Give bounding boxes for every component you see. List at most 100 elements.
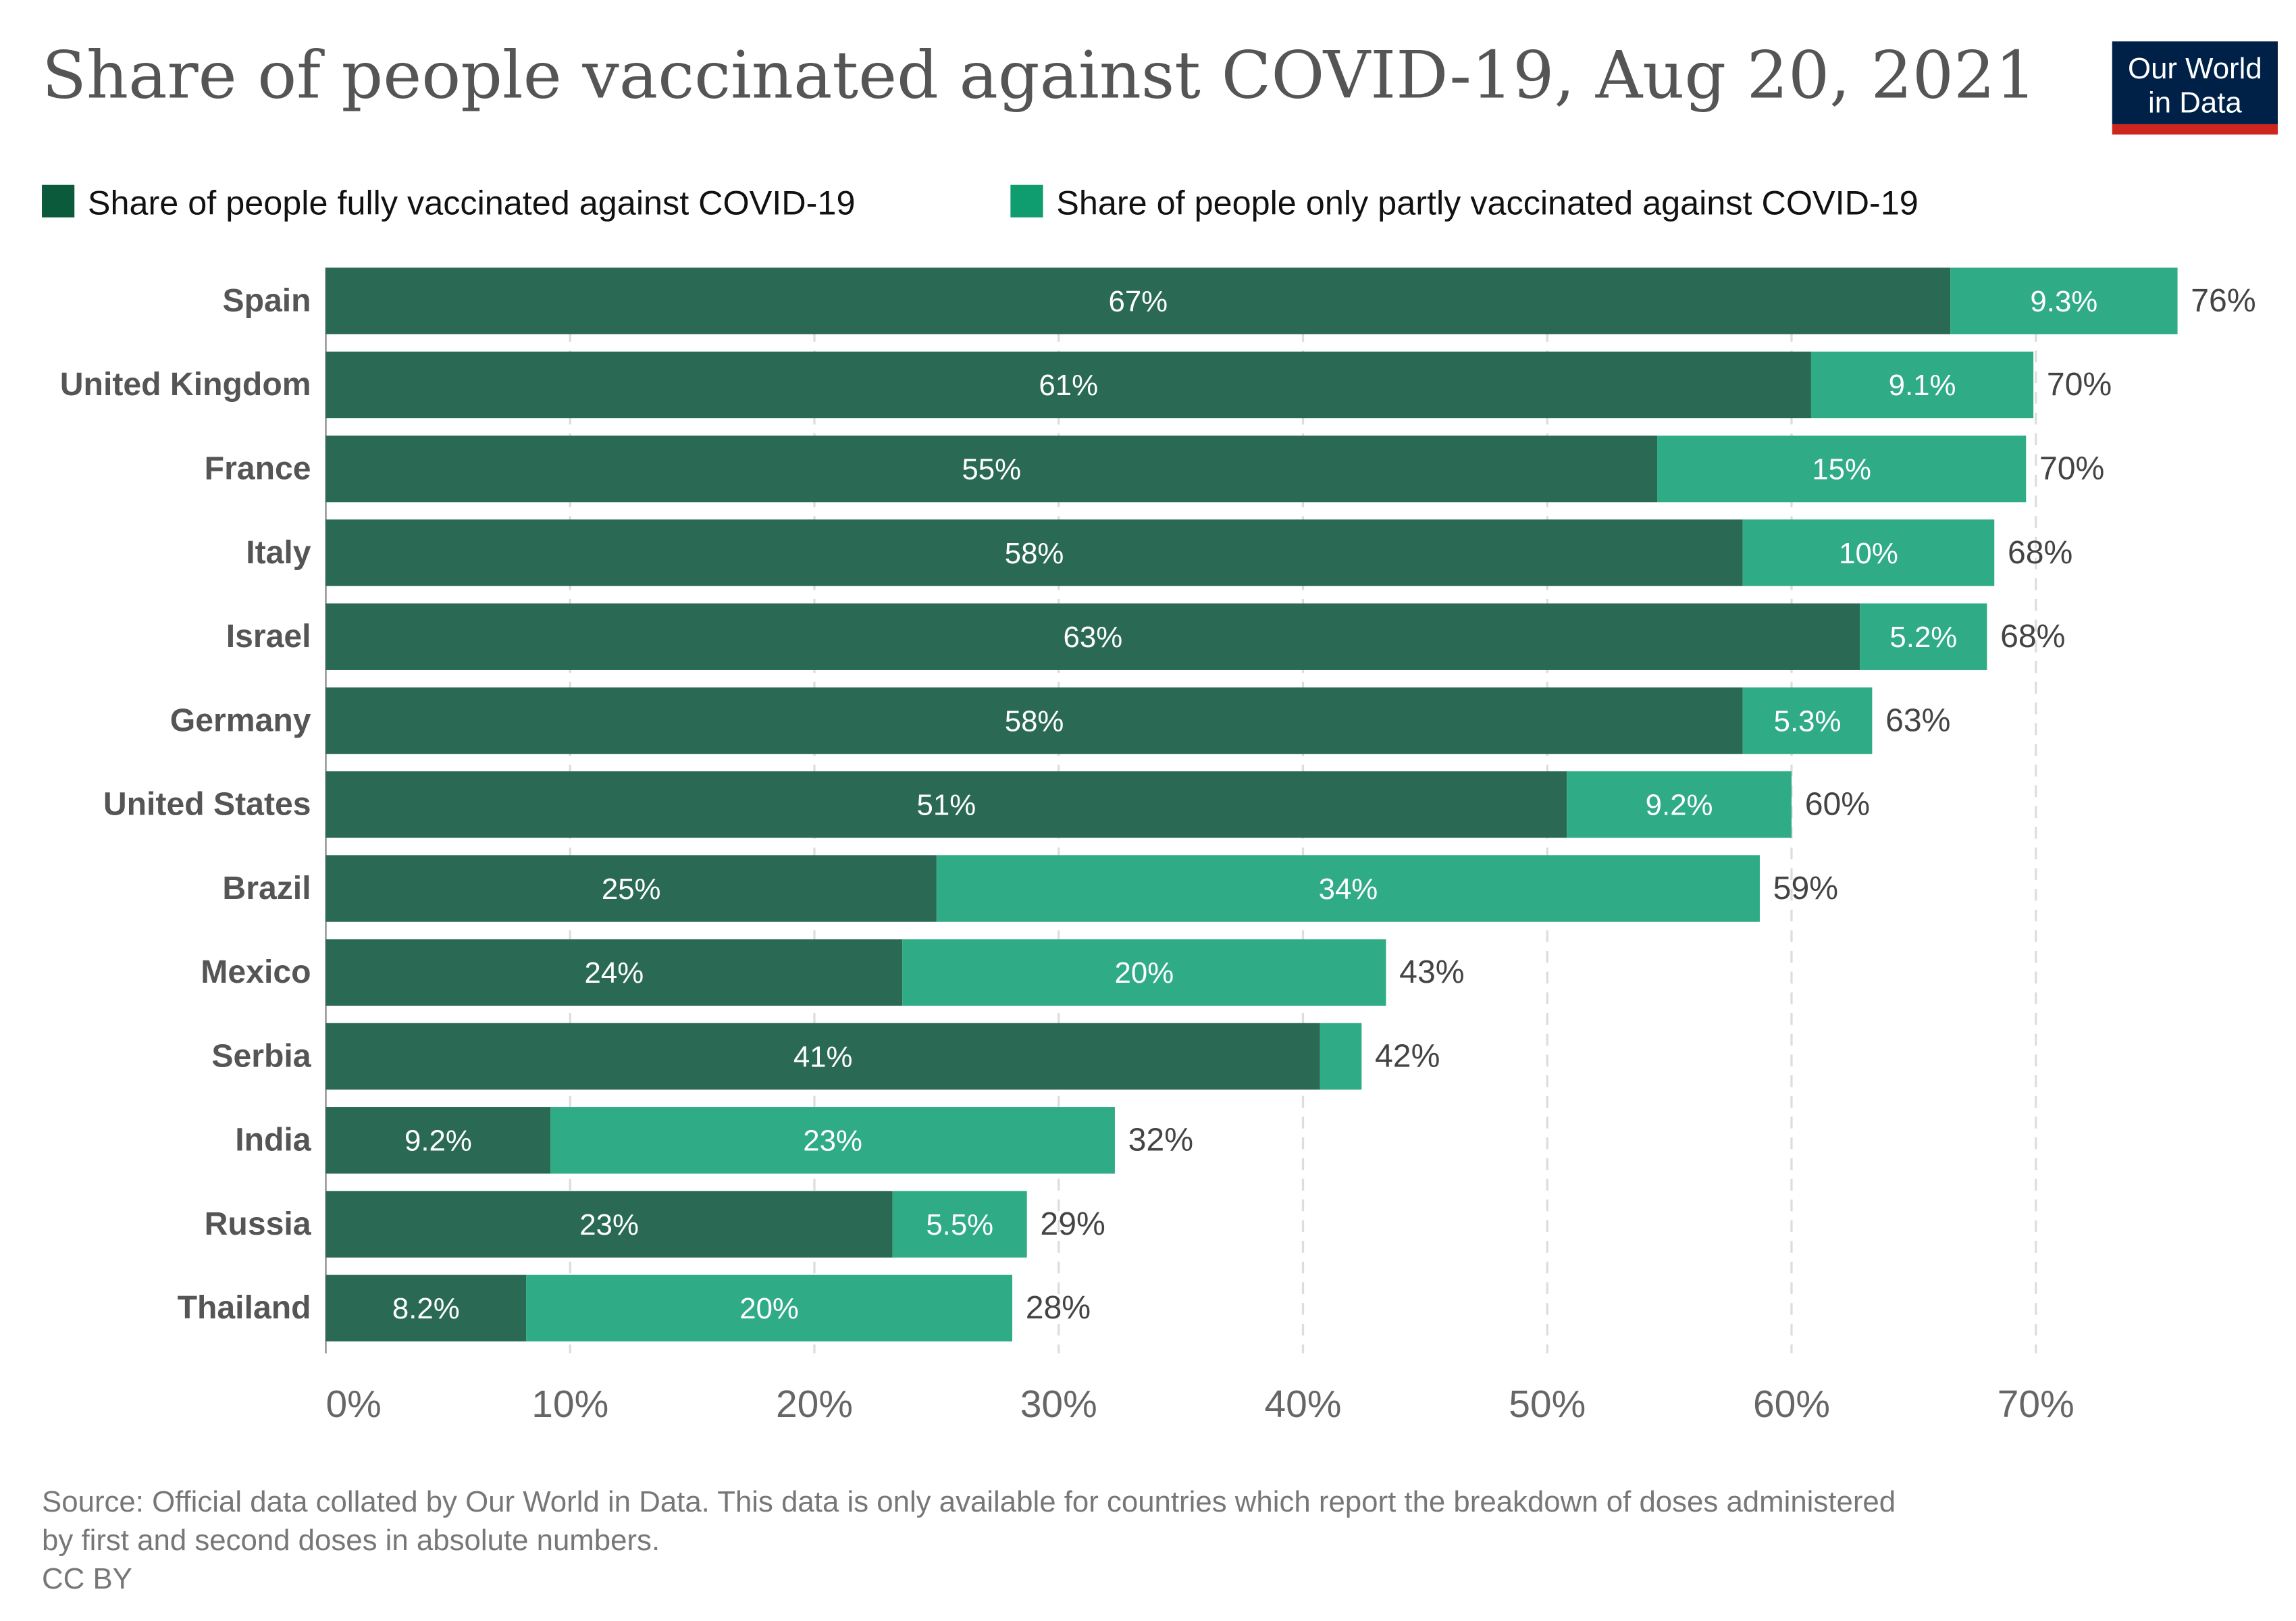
country-label: France xyxy=(205,450,311,486)
bar-partly[interactable] xyxy=(1567,771,1792,838)
bar-partly[interactable] xyxy=(936,855,1760,922)
bar-fully[interactable] xyxy=(325,351,1811,419)
bar-label-fully: 58% xyxy=(1005,537,1064,570)
bar-fully[interactable] xyxy=(325,603,1860,670)
total-label: 43% xyxy=(1399,954,1464,990)
country-label: Russia xyxy=(205,1206,312,1242)
bar-fully[interactable] xyxy=(325,771,1567,838)
bar-fully[interactable] xyxy=(325,687,1743,754)
bar-partly[interactable] xyxy=(526,1275,1013,1342)
bar-label-fully: 9.2% xyxy=(405,1125,472,1158)
x-axis: 0% 10% 20% 30% 40% 50% 60% 70% xyxy=(325,1383,2074,1426)
bar-label-partly: 5.3% xyxy=(1774,704,1842,738)
bar-label-fully: 58% xyxy=(1005,704,1064,738)
source-note-line1: Source: Official data collated by Our Wo… xyxy=(42,1485,1896,1518)
bar-label-partly: 9.2% xyxy=(1646,789,1713,822)
total-label: 70% xyxy=(2047,366,2112,403)
bar-fully[interactable] xyxy=(325,1023,1320,1090)
bar-label-fully: 25% xyxy=(602,873,661,906)
chart-title: Share of people vaccinated against COVID… xyxy=(42,38,2037,113)
legend-swatch-partly xyxy=(1010,184,1043,217)
bar-partly[interactable] xyxy=(1657,435,2027,503)
total-label: 68% xyxy=(2008,534,2072,571)
bar-label-partly: 20% xyxy=(739,1292,799,1325)
bar-partly[interactable] xyxy=(902,939,1386,1006)
total-label: 68% xyxy=(2000,618,2065,654)
owid-logo[interactable]: Our World in Data xyxy=(2112,41,2278,135)
bar-partly[interactable] xyxy=(1860,603,1987,670)
legend: Share of people fully vaccinated against… xyxy=(42,184,1919,222)
bar-fully[interactable] xyxy=(325,519,1743,586)
bar-fully[interactable] xyxy=(325,267,1951,334)
bar-label-fully: 51% xyxy=(917,789,976,822)
bar-label-partly: 10% xyxy=(1839,537,1898,570)
bar-row: Mexico 24% 20% 43% xyxy=(201,939,1465,1006)
bar-partly[interactable] xyxy=(1950,267,2178,334)
total-label: 29% xyxy=(1040,1206,1105,1242)
bar-fully[interactable] xyxy=(325,435,1658,503)
x-tick-label: 70% xyxy=(1998,1383,2075,1426)
bar-row: Italy 58% 10% 68% xyxy=(246,519,2072,586)
bar-label-partly: 5.5% xyxy=(926,1208,993,1241)
bar-fully[interactable] xyxy=(325,855,937,922)
bar-fully[interactable] xyxy=(325,1107,551,1174)
country-label: Germany xyxy=(170,702,311,738)
country-label: Spain xyxy=(222,282,311,319)
total-label: 28% xyxy=(1026,1289,1091,1326)
country-label: India xyxy=(235,1122,312,1158)
total-label: 70% xyxy=(2039,450,2104,486)
bar-row: France 55% 15% 70% xyxy=(205,435,2104,503)
total-label: 32% xyxy=(1128,1122,1193,1158)
source-note-line2: by first and second doses in absolute nu… xyxy=(42,1524,660,1557)
bar-row: Thailand 8.2% 20% 28% xyxy=(178,1275,1091,1342)
bar-fully[interactable] xyxy=(325,939,903,1006)
bar-fully[interactable] xyxy=(325,1275,527,1342)
logo-accent xyxy=(2112,124,2278,135)
bar-label-partly: 15% xyxy=(1812,453,1871,486)
bar-partly[interactable] xyxy=(550,1107,1115,1174)
x-tick-label: 60% xyxy=(1753,1383,1830,1426)
bar-row: India 9.2% 23% 32% xyxy=(235,1107,1193,1174)
bar-label-fully: 63% xyxy=(1064,621,1123,654)
bar-row: Serbia 41% 42% xyxy=(211,1023,1440,1090)
legend-label-fully: Share of people fully vaccinated against… xyxy=(88,184,856,222)
bar-label-partly: 20% xyxy=(1115,956,1174,989)
x-tick-label: 20% xyxy=(776,1383,853,1426)
bar-row: Israel 63% 5.2% 68% xyxy=(226,603,2065,670)
x-tick-label: 10% xyxy=(531,1383,608,1426)
x-tick-label: 0% xyxy=(325,1383,381,1426)
country-label: United States xyxy=(103,786,311,823)
logo-line2: in Data xyxy=(2148,86,2242,119)
total-label: 59% xyxy=(1773,870,1838,906)
bar-label-fully: 24% xyxy=(585,956,644,989)
bar-row: United States 51% 9.2% 60% xyxy=(103,771,1870,838)
bar-row: United Kingdom 61% 9.1% 70% xyxy=(60,351,2112,419)
bar-fully[interactable] xyxy=(325,1191,893,1258)
total-label: 42% xyxy=(1375,1037,1440,1074)
x-tick-label: 40% xyxy=(1265,1383,1342,1426)
total-label: 60% xyxy=(1805,786,1870,823)
x-tick-label: 50% xyxy=(1509,1383,1586,1426)
logo-background xyxy=(2112,41,2278,124)
bar-partly[interactable] xyxy=(1810,351,2034,419)
country-label: Italy xyxy=(246,534,311,571)
bar-label-partly: 5.2% xyxy=(1889,621,1957,654)
bar-row: Brazil 25% 34% 59% xyxy=(222,855,1838,922)
bar-label-fully: 55% xyxy=(962,453,1021,486)
license: CC BY xyxy=(42,1562,132,1595)
bars: Spain 67% 9.3% 76%United Kingdom 61% 9.1% 70%F… xyxy=(60,267,2256,1342)
bar-partly[interactable] xyxy=(1742,519,1995,586)
bar-partly[interactable] xyxy=(1320,1023,1362,1090)
logo-line1: Our World xyxy=(2128,52,2262,85)
bar-label-partly: 34% xyxy=(1319,873,1378,906)
total-label: 63% xyxy=(1885,702,1950,738)
bar-label-partly: 9.1% xyxy=(1889,369,1956,402)
bar-partly[interactable] xyxy=(892,1191,1027,1258)
country-label: Serbia xyxy=(211,1037,311,1074)
bar-label-fully: 41% xyxy=(793,1040,853,1073)
legend-swatch-fully xyxy=(42,184,75,217)
bar-partly[interactable] xyxy=(1742,687,1873,754)
bar-label-fully: 67% xyxy=(1108,285,1168,318)
total-label: 76% xyxy=(2191,282,2255,319)
bar-label-fully: 23% xyxy=(579,1208,639,1241)
